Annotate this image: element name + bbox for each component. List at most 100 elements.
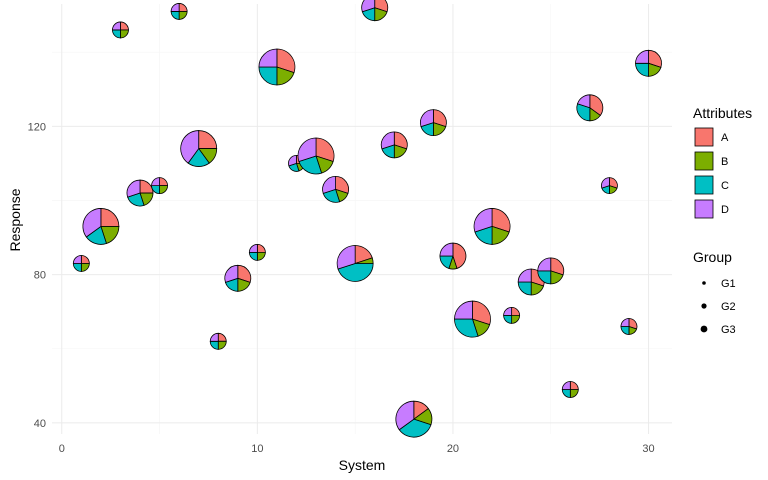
pie-slice-d: [503, 306, 513, 316]
pie-slice-d: [576, 94, 591, 109]
pie-slice-d: [72, 255, 82, 264]
legend-label-a: A: [721, 132, 729, 144]
pie-marker: [601, 177, 618, 195]
y-tick-label: 40: [34, 418, 46, 430]
pie-slice-a: [374, 0, 389, 13]
pie-marker: [454, 300, 491, 338]
pie-marker: [297, 137, 335, 175]
x-tick-label: 0: [59, 443, 65, 455]
legend-key-c: [694, 175, 714, 195]
pie-slice-d: [126, 179, 141, 198]
pie-marker: [151, 177, 168, 195]
pie-marker: [82, 208, 120, 245]
legend-key-b: [694, 151, 714, 171]
pie-slice-a: [432, 109, 447, 128]
pie-slice-d: [322, 175, 336, 194]
pie-slice-d: [288, 154, 297, 167]
pie-slice-d: [395, 400, 415, 431]
y-axis-title: Response: [7, 188, 23, 251]
minor-gridlines: [52, 4, 672, 434]
legend-size-key: [702, 281, 706, 285]
pie-slice-d: [224, 264, 239, 283]
pie-marker: [576, 94, 604, 122]
pie-marker: [224, 264, 252, 292]
pie-marker: [503, 306, 521, 324]
legend-group-label: G3: [721, 324, 736, 336]
pie-slice-c: [454, 318, 479, 338]
pie-marker: [258, 48, 296, 86]
pie-slice-d: [336, 245, 356, 270]
pie-slice-d: [517, 268, 532, 283]
pie-slice-d: [439, 242, 454, 257]
pie-slice-d: [361, 0, 376, 13]
legend-key-a: [694, 127, 714, 147]
y-tick-label: 80: [34, 270, 46, 282]
pie-slice-a: [648, 49, 662, 68]
pie-marker: [170, 3, 188, 20]
pie-slice-d: [635, 49, 649, 64]
legend-group-label: G1: [721, 278, 736, 290]
legend-label-c: C: [721, 180, 729, 192]
pie-slice-d: [297, 137, 317, 163]
y-axis-tick-labels: 40 80 120: [28, 121, 46, 430]
pie-slice-c: [576, 103, 591, 122]
legend-key-d: [694, 199, 714, 219]
pie-marker: [112, 21, 129, 39]
pie-slice-d: [620, 318, 630, 327]
pie-slice-d: [248, 243, 258, 253]
pie-slice-d: [112, 21, 121, 31]
pie-marker: [248, 243, 266, 261]
pie-slice-d: [380, 131, 395, 150]
pie-slice-d: [151, 177, 160, 187]
legend-group-items: G1 G2 G3: [700, 278, 736, 336]
pie-marker: [180, 130, 218, 167]
pie-slice-a: [472, 300, 491, 326]
pie-slice-d: [420, 109, 434, 128]
legend-title-group: Group: [693, 249, 732, 265]
legend-label-d: D: [721, 204, 729, 216]
pie-slice-a: [237, 264, 252, 283]
legend-size-key: [700, 325, 708, 333]
legend-group-label: G2: [721, 301, 736, 313]
pie-marker: [473, 208, 511, 245]
pie-slice-d: [473, 208, 493, 233]
pie-marker: [517, 268, 545, 296]
x-tick-label: 30: [642, 443, 654, 455]
pie-slice-a: [550, 257, 565, 276]
pie-slice-c: [398, 418, 432, 438]
y-tick-label: 120: [28, 121, 46, 133]
pie-slice-a: [491, 208, 511, 233]
pie-slice-a: [335, 175, 349, 194]
pie-marker: [620, 318, 638, 335]
x-axis-tick-labels: 0 10 20 30: [59, 443, 655, 455]
x-tick-label: 20: [447, 443, 459, 455]
legend-size-key: [701, 303, 707, 309]
pie-slice-c: [337, 263, 374, 282]
pie-marker: [361, 0, 389, 22]
pie-marker: [561, 381, 579, 398]
pie-slice-a: [393, 131, 408, 150]
pie-slice-d: [601, 177, 610, 189]
pie-marker: [439, 242, 467, 270]
legend-title-attributes: Attributes: [693, 105, 752, 121]
legend-label-b: B: [721, 156, 728, 168]
pie-slice-d: [454, 300, 473, 320]
pie-slice-d: [561, 381, 571, 390]
x-tick-label: 10: [251, 443, 263, 455]
pie-slice-a: [589, 94, 604, 116]
pie-marker: [395, 400, 433, 438]
pie-slice-d: [170, 3, 180, 12]
pie-marker: [209, 332, 227, 350]
pie-slice-d: [258, 48, 278, 68]
pie-marker: [420, 109, 447, 137]
pie-marker: [537, 257, 565, 285]
pie-marker: [380, 131, 408, 159]
pie-slice-a: [452, 242, 467, 269]
pie-marker: [336, 245, 374, 282]
pie-slice-a: [315, 137, 335, 163]
pie-slice-a: [276, 48, 296, 74]
